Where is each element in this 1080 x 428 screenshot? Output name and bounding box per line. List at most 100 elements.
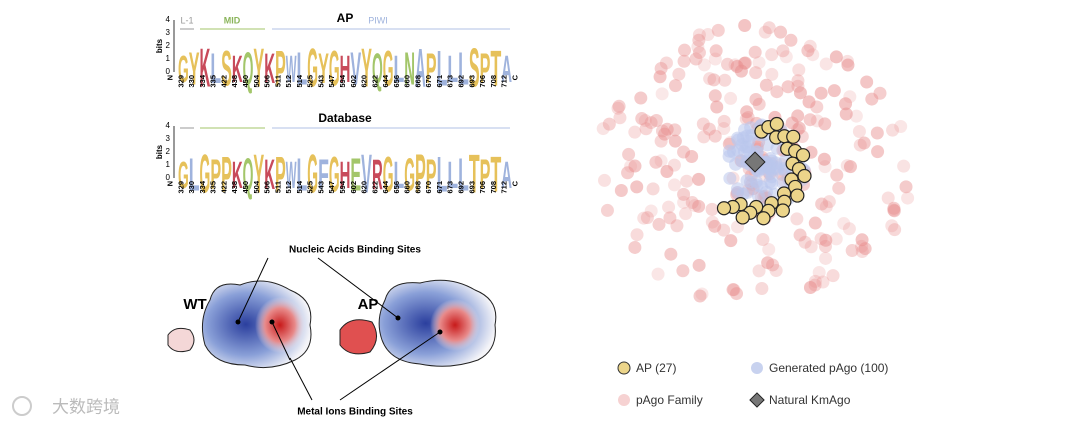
position-label: 594: [338, 180, 347, 193]
legend-entry: AP (27): [636, 361, 676, 375]
family-point: [801, 44, 815, 58]
family-point: [738, 56, 752, 70]
family-point: [793, 86, 807, 100]
family-point: [635, 112, 649, 126]
position-label: 644: [381, 74, 390, 87]
family-point: [781, 80, 795, 94]
position-label: 708: [489, 181, 498, 194]
family-point: [670, 219, 684, 233]
family-point: [881, 191, 895, 205]
family-point: [597, 173, 611, 187]
site-dot: [269, 319, 275, 325]
family-point: [649, 155, 663, 169]
logo-letter: K: [200, 38, 211, 99]
family-point: [668, 123, 682, 137]
family-point: [776, 44, 790, 58]
family-point: [677, 195, 691, 209]
y-tick-label: 4: [166, 15, 171, 24]
family-point: [614, 184, 628, 198]
legend-generated-swatch: [751, 362, 763, 374]
family-point: [658, 127, 672, 141]
family-point: [802, 95, 816, 109]
logo-letter: G: [329, 39, 340, 96]
position-label: 673: [446, 181, 455, 194]
family-point: [897, 159, 911, 173]
position-label: 706: [478, 181, 487, 194]
position-label: 660: [403, 75, 412, 88]
family-point: [659, 56, 673, 70]
family-point: [630, 180, 644, 194]
position-label: 330: [187, 75, 196, 88]
logo-letter: Y: [189, 44, 200, 95]
position-label: 334: [198, 74, 207, 87]
position-label: 668: [413, 75, 422, 88]
logo-letter: Q: [243, 150, 254, 201]
wt-label: WT: [183, 296, 206, 313]
family-point: [803, 39, 817, 53]
family-point: [672, 67, 686, 81]
family-point: [728, 58, 742, 72]
ap-point: [769, 116, 784, 132]
logo-letter: Y: [318, 45, 329, 92]
family-point: [791, 109, 805, 123]
logo-letter: L: [437, 39, 448, 96]
family-point: [710, 100, 724, 114]
family-point: [766, 258, 780, 272]
family-point: [885, 219, 899, 233]
logo-letter: K: [232, 49, 243, 91]
logo-letter: P: [275, 39, 286, 96]
family-point: [857, 136, 871, 150]
position-label: 525: [306, 181, 315, 194]
family-point: [677, 54, 691, 68]
family-point: [692, 46, 706, 60]
y-tick-label: 0: [166, 67, 171, 76]
position-label: 692: [457, 181, 466, 194]
family-point: [649, 114, 663, 128]
family-point: [806, 48, 820, 62]
family-point: [689, 52, 703, 66]
ap-point: [790, 188, 805, 203]
family-point: [792, 63, 806, 77]
logo-letter: L: [458, 44, 469, 95]
position-label: 673: [446, 75, 455, 88]
family-point: [798, 235, 812, 249]
logo-letter: R: [372, 151, 383, 198]
family-point: [752, 264, 766, 278]
position-label: 422: [219, 75, 228, 88]
logo-letter: Q: [243, 44, 254, 95]
logo-letter: V: [361, 144, 372, 205]
family-point: [651, 267, 665, 281]
position-label: 543: [316, 181, 325, 194]
generated-point: [726, 145, 740, 159]
position-label: 594: [338, 74, 347, 87]
family-point: [749, 93, 763, 107]
family-point: [843, 160, 857, 174]
ap-point: [775, 203, 790, 218]
family-point: [769, 264, 783, 278]
position-label: 671: [435, 75, 444, 88]
position-label: 335: [209, 181, 218, 194]
generated-point: [731, 133, 745, 147]
legend-entry: pAgo Family: [636, 393, 703, 407]
family-point: [774, 25, 788, 39]
y-tick-label: 1: [166, 160, 171, 169]
position-label: 334: [198, 180, 207, 193]
family-point: [639, 122, 653, 136]
logo-letter: H: [340, 49, 351, 91]
logo-letter: P: [210, 151, 221, 198]
generated-point: [763, 152, 777, 166]
family-point: [784, 33, 798, 47]
y-tick-label: 3: [166, 28, 171, 37]
family-point: [870, 126, 884, 140]
position-label: 504: [252, 74, 261, 87]
position-label: 693: [467, 75, 476, 88]
family-point: [901, 191, 915, 205]
site-dot: [395, 315, 401, 321]
logo-letter: K: [232, 155, 243, 197]
logo-letter: L: [297, 150, 308, 201]
family-point: [887, 204, 901, 218]
logo-letter: L: [447, 155, 458, 197]
position-label: 511: [273, 75, 282, 87]
family-point: [814, 86, 828, 100]
family-point: [695, 287, 709, 301]
